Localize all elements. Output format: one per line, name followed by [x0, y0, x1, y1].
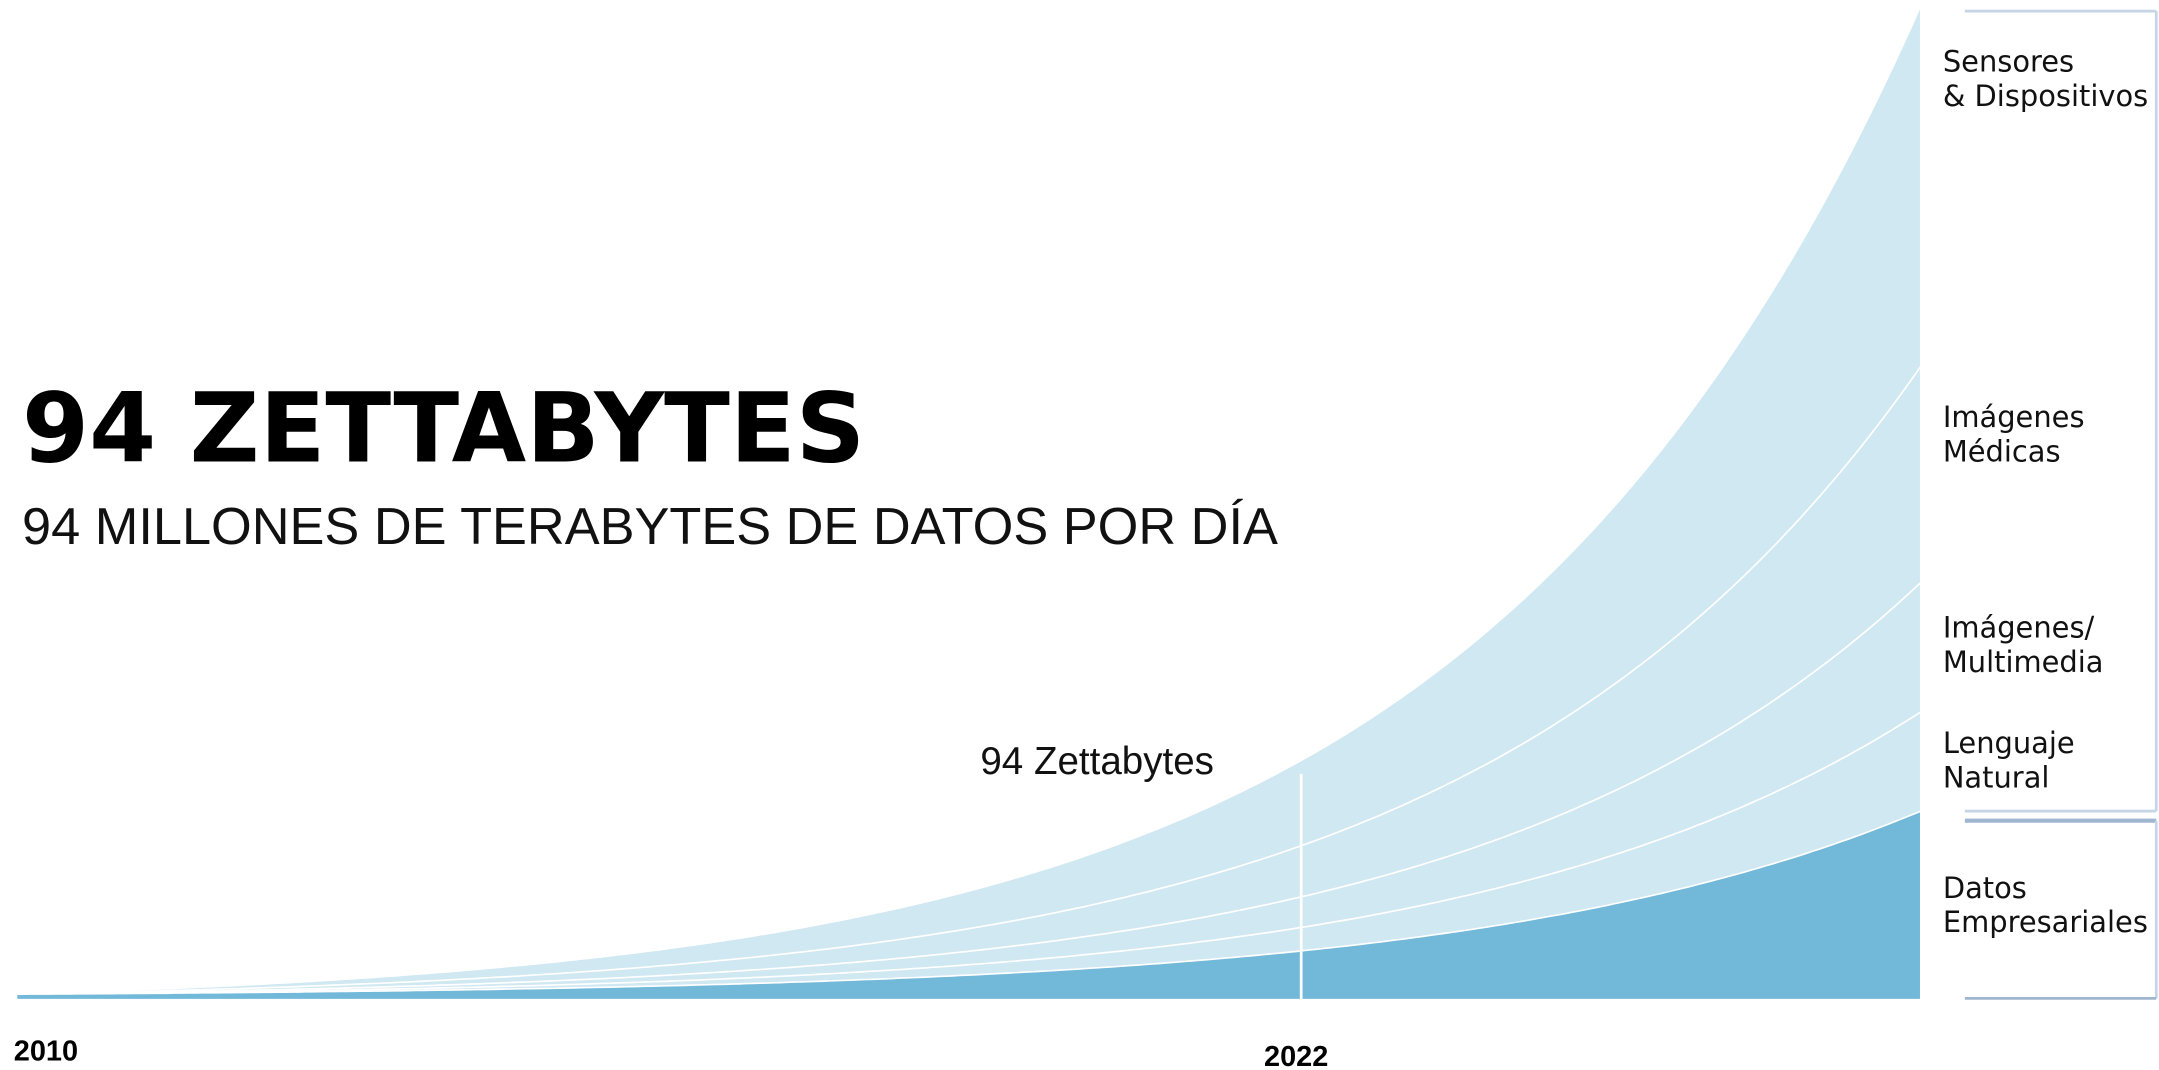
- area-band: [15, 809, 1922, 1001]
- title: 94 ZETTABYTES: [22, 372, 865, 484]
- area-band: [15, 5, 1922, 1001]
- area-band: [15, 363, 1922, 1001]
- areas: [15, 5, 1922, 1001]
- annotation: 94 Zettabytes: [980, 740, 1214, 783]
- legend-label: Empresariales: [1943, 905, 2148, 939]
- legend-label: & Dispositivos: [1943, 79, 2148, 113]
- legend-label: Médicas: [1943, 434, 2061, 468]
- area-band: [15, 580, 1922, 1001]
- legend-label: Datos: [1943, 871, 2027, 905]
- legend-brackets: [1964, 9, 2158, 1000]
- area-band: [15, 710, 1922, 1001]
- legend-label: Lenguaje: [1943, 726, 2075, 760]
- year-label: 2010: [14, 1035, 78, 1067]
- legend-label: Imágenes/: [1943, 611, 2095, 645]
- year-label: 2022: [1264, 1041, 1328, 1070]
- legend-label: Natural: [1943, 761, 2050, 795]
- legend-label: Multimedia: [1943, 645, 2104, 679]
- subtitle: 94 MILLONES DE TERABYTES DE DATOS POR DÍ…: [22, 498, 1278, 556]
- legend-label: Sensores: [1943, 45, 2074, 79]
- legend-label: Imágenes: [1943, 400, 2085, 434]
